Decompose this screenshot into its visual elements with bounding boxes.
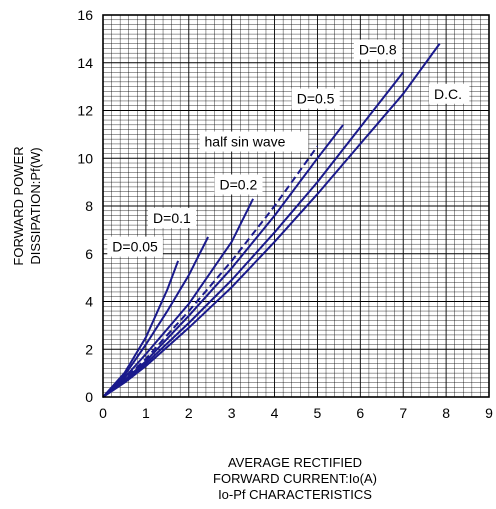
series-label: D.C. <box>434 86 462 102</box>
x-tick-label: 7 <box>399 405 407 421</box>
series-label-box <box>199 131 309 152</box>
x-tick-label: 6 <box>356 405 364 421</box>
series-label-box <box>214 174 263 195</box>
x-axis-title-line-1: AVERAGE RECTIFIED <box>228 455 362 470</box>
series-lines <box>102 43 441 398</box>
y-axis-title-line-2: DISSIPATION:Pf(W) <box>28 147 43 264</box>
x-tick-label: 1 <box>142 405 150 421</box>
y-tick-label: 10 <box>77 150 93 166</box>
series-label: half sin wave <box>205 134 286 150</box>
x-tick-label: 4 <box>271 405 279 421</box>
y-tick-label: 4 <box>85 294 93 310</box>
series-label: D=0.05 <box>112 239 158 255</box>
y-tick-label: 12 <box>77 103 93 119</box>
x-tick-label: 0 <box>99 405 107 421</box>
series-line-d-0-2 <box>102 198 254 398</box>
x-tick-label: 8 <box>442 405 450 421</box>
y-tick-label: 14 <box>77 55 93 71</box>
series-line-d-0-1 <box>102 236 209 398</box>
x-tick-label: 9 <box>485 405 493 421</box>
x-axis-title-line-2: FORWARD CURRENT:Io(A) <box>213 471 377 486</box>
series-label-box <box>353 39 402 60</box>
series-labels: D=0.05 D=0.1 D=0.2 half sin wave D=0.5 D=0.8 D… <box>107 39 470 257</box>
x-tick-label: 5 <box>314 405 322 421</box>
y-axis-title: FORWARD POWER DISSIPATION:Pf(W) <box>11 146 43 265</box>
grid <box>102 14 490 398</box>
x-tick-label: 3 <box>228 405 236 421</box>
x-tick-labels: 0 1 2 3 4 5 6 7 8 9 <box>99 405 493 421</box>
y-tick-label: 8 <box>85 198 93 214</box>
series-label: D=0.2 <box>220 177 258 193</box>
series-line-d-0-05 <box>102 260 180 398</box>
series-label: D=0.5 <box>297 91 335 107</box>
series-line-d-0-5 <box>102 124 344 398</box>
y-tick-label: 16 <box>77 7 93 23</box>
series-label-box <box>148 207 197 228</box>
y-axis-title-line-1: FORWARD POWER <box>11 146 26 265</box>
chart-title: Io-Pf CHARACTERISTICS <box>218 487 372 502</box>
series-line-d-c- <box>102 43 441 398</box>
series-label-box <box>428 83 470 104</box>
series-line-d-0-8 <box>102 71 404 398</box>
series-label: D=0.1 <box>153 210 191 226</box>
plot-frame <box>102 14 490 398</box>
y-tick-labels: 0 2 4 6 8 10 12 14 16 <box>77 7 93 405</box>
x-tick-label: 2 <box>185 405 193 421</box>
series-label-box <box>107 236 163 257</box>
series-label: D=0.8 <box>359 42 397 58</box>
y-tick-label: 2 <box>85 341 93 357</box>
series-label-box <box>291 88 340 109</box>
y-tick-label: 0 <box>85 389 93 405</box>
y-tick-label: 6 <box>85 246 93 262</box>
